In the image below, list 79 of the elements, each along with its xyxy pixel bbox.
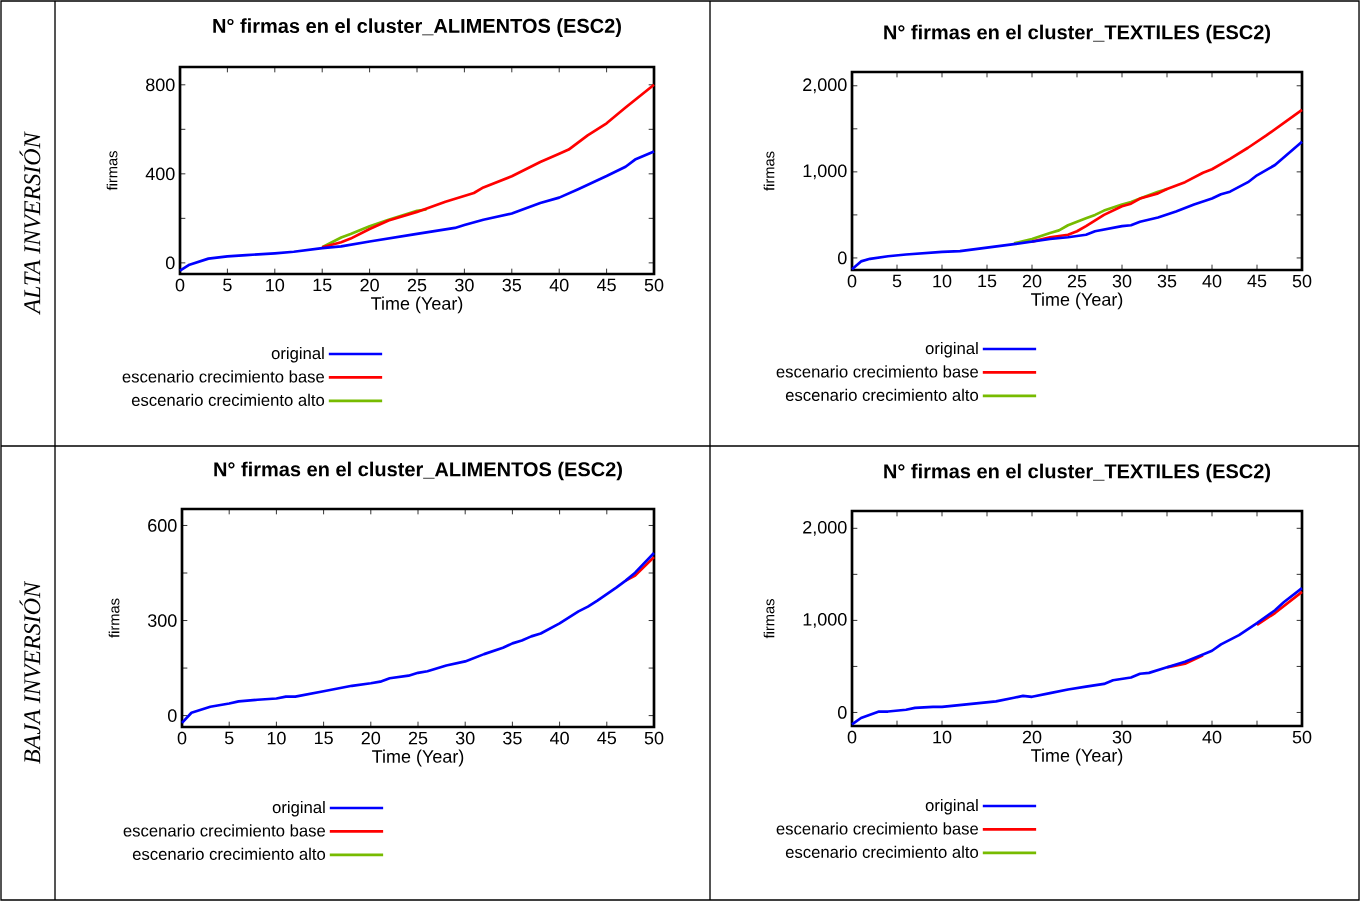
y-tick-label: 1,000 [803,612,847,628]
legend-label: escenario crecimiento alto [785,388,979,401]
legend-label: original [272,800,325,817]
legend-label: original [925,341,978,358]
x-tick-label: 30 [455,278,474,292]
legend-label: escenario crecimiento base [776,822,979,835]
x-tick-label: 40 [549,278,569,292]
y-tick-label: 0 [167,709,177,722]
legend-label: escenario crecimiento base [122,370,325,383]
y-tick-label: 0 [165,256,175,270]
x-tick-label: 20 [1022,730,1042,744]
x-tick-label: 50 [644,731,664,745]
text: ALTA INVERSIÓN [19,131,41,315]
legend-label: escenario crecimiento base [123,824,326,837]
x-tick-label: 35 [503,731,522,745]
x-tick-label: 20 [1022,274,1042,288]
x-tick-label: 25 [408,731,428,745]
x-tick-label: 30 [1112,274,1132,288]
x-tick-label: 20 [361,731,381,745]
text: BAJA INVERSIÓN [19,580,41,764]
chart-title: N° firmas en el cluster_ALIMENTOS (ESC2) [214,461,622,481]
y-axis-title: firmas [763,151,775,191]
legend-label: escenario crecimiento alto [785,845,979,858]
x-axis-title: Time (Year) [1031,292,1123,310]
legend-label: escenario crecimiento alto [131,393,325,406]
x-axis-title: Time (Year) [372,749,464,767]
chart-title: N° firmas en el cluster_TEXTILES (ESC2) [884,24,1271,44]
legend-label: escenario crecimiento base [776,365,979,378]
line-series [178,150,656,272]
chart-title: N° firmas en el cluster_ALIMENTOS (ESC2) [213,18,621,37]
x-tick-label: 40 [550,731,569,745]
x-tick-label: 10 [267,731,286,745]
y-tick-label: 2,000 [803,520,847,536]
x-tick-label: 45 [597,278,616,292]
x-axis-title: Time (Year) [1031,748,1123,766]
x-tick-label: 35 [1157,274,1177,288]
x-tick-label: 30 [455,731,475,745]
y-tick-label: 1,000 [803,164,847,180]
legend-label: original [271,346,324,363]
x-tick-label: 0 [847,274,857,288]
x-tick-label: 30 [1112,730,1132,744]
x-tick-label: 10 [933,730,952,744]
x-tick-label: 5 [223,278,232,292]
y-tick-label: 0 [838,251,847,265]
legend-label: original [925,798,978,815]
x-tick-label: 35 [502,278,522,292]
x-tick-label: 50 [1292,274,1312,288]
line-series [180,551,656,725]
y-tick-label: 800 [146,78,175,92]
x-tick-label: 20 [360,278,379,292]
line-series [320,83,656,249]
y-tick-label: 0 [838,706,847,719]
x-tick-label: 25 [1067,274,1087,288]
legend-label: escenario crecimiento alto [132,847,326,860]
y-tick-label: 2,000 [803,78,847,94]
chart-title: N° firmas en el cluster_TEXTILES (ESC2) [884,463,1271,483]
y-axis-title: firmas [106,151,118,191]
y-axis-title: firmas [108,598,120,638]
x-tick-label: 40 [1202,730,1222,744]
y-tick-label: 300 [147,614,177,627]
x-tick-label: 0 [847,730,857,744]
x-tick-label: 50 [644,278,664,292]
x-tick-label: 5 [224,731,234,745]
x-axis-title: Time (Year) [371,296,463,314]
y-axis-title: firmas [763,599,775,639]
x-tick-label: 15 [978,274,997,288]
x-tick-label: 45 [1247,274,1267,288]
y-tick-label: 600 [148,519,177,532]
x-tick-label: 40 [1202,274,1222,288]
x-tick-label: 10 [933,274,952,288]
x-tick-label: 10 [266,278,285,292]
x-tick-label: 15 [313,278,332,292]
x-tick-label: 50 [1292,730,1312,744]
x-tick-label: 45 [597,731,617,745]
x-tick-label: 15 [314,731,333,745]
x-tick-label: 5 [892,274,902,288]
x-tick-label: 25 [407,278,427,292]
y-tick-label: 400 [145,167,175,181]
x-tick-label: 0 [177,731,187,745]
